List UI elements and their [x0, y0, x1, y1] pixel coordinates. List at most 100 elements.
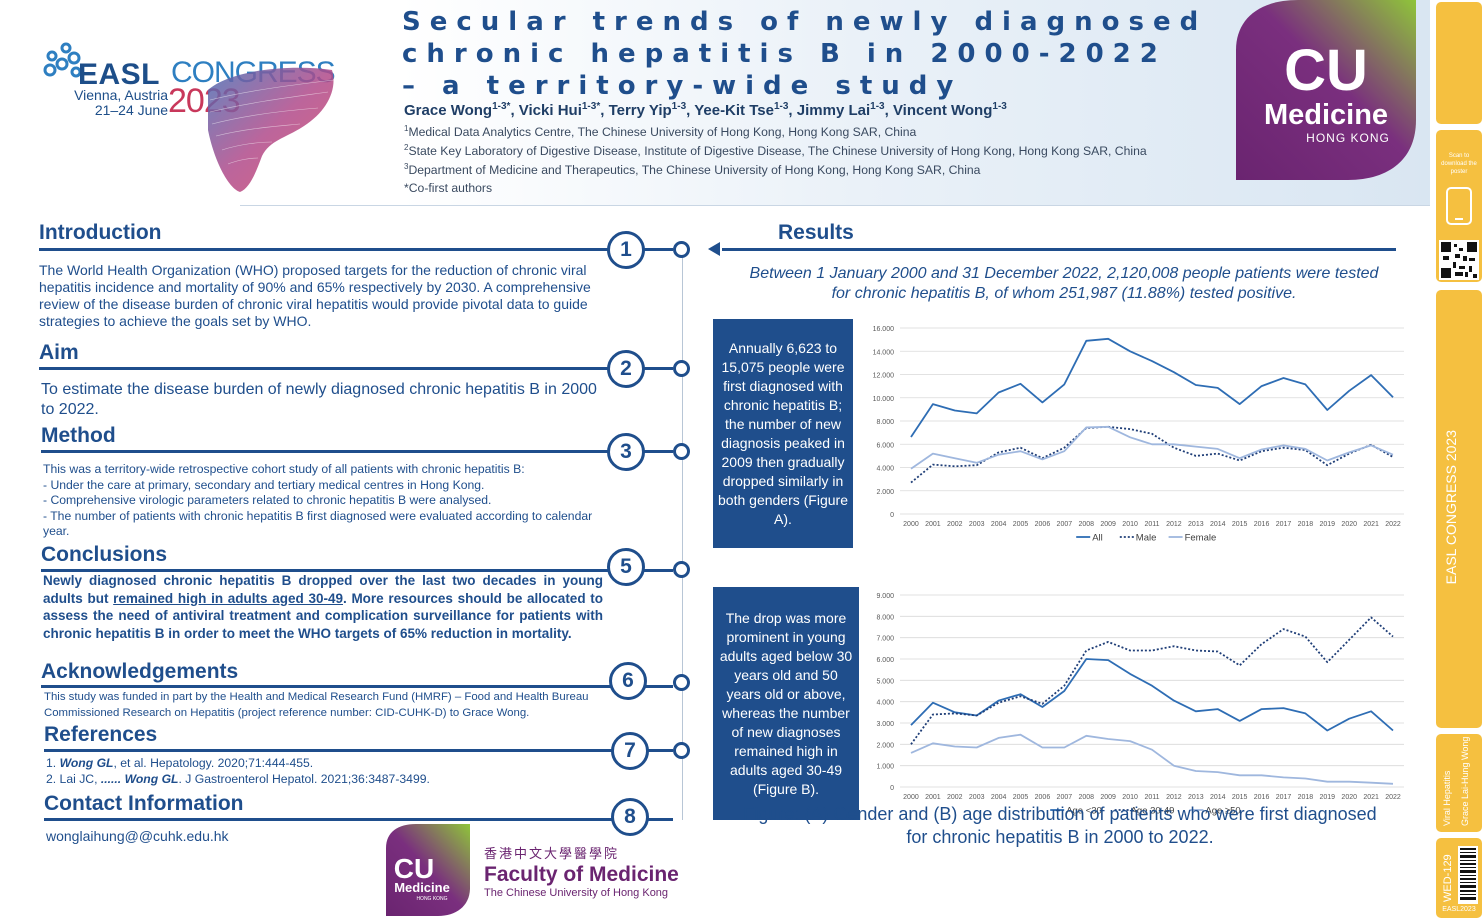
x-tick-label: 2018 [1298, 794, 1314, 801]
author-list: Grace Wong1-3*, Vicki Hui1-3*, Terry Yip… [404, 101, 1007, 119]
scan-download-panel: Scan to download the poster [1436, 130, 1482, 282]
contact-email[interactable]: wonglaihung@@cuhk.edu.hk [46, 828, 229, 844]
poster-sidebar-badge [1436, 2, 1482, 124]
results-arrow-icon [708, 242, 720, 256]
y-tick-label: 5.000 [876, 678, 894, 685]
x-tick-label: 2021 [1363, 521, 1379, 528]
easl-wordmark: EASL [78, 58, 161, 91]
section-number-2: 2 [607, 350, 645, 388]
section-number-3: 3 [607, 433, 645, 471]
method-heading: Method [41, 424, 116, 447]
author-name: Terry Yip [608, 102, 672, 119]
x-tick-label: 2007 [1057, 794, 1073, 801]
x-tick-label: 2017 [1276, 521, 1292, 528]
easl-city: Vienna, Austria [74, 87, 168, 103]
x-tick-label: 2011 [1144, 521, 1159, 528]
series-line [910, 425, 1394, 484]
easl-location: Vienna, Austria 21–24 June [62, 88, 168, 118]
x-tick-label: 2013 [1188, 521, 1204, 528]
y-tick-label: 9.000 [876, 593, 894, 600]
x-tick-label: 2016 [1254, 794, 1270, 801]
timeline-line [682, 250, 683, 820]
method-line: - Comprehensive virologic parameters rel… [43, 493, 492, 507]
x-tick-label: 2020 [1341, 794, 1357, 801]
x-tick-label: 2014 [1210, 794, 1226, 801]
contact-heading: Contact Information [44, 792, 244, 815]
poster-code-panel: WED-129 EASL2023 [1436, 838, 1482, 918]
x-tick-label: 2006 [1035, 794, 1051, 801]
timeline-node [673, 360, 690, 377]
y-tick-label: 8.000 [876, 419, 894, 426]
phone-icon [1446, 187, 1472, 225]
title-line-3: – a territory-wide study [402, 71, 963, 101]
introduction-rule [39, 248, 673, 251]
figure-caption: Figure: (A) Gender and (B) age distribut… [743, 804, 1377, 847]
acknowledgements-rule [41, 685, 673, 688]
x-tick-label: 2016 [1254, 521, 1270, 528]
method-rule [41, 450, 673, 453]
timeline-node [673, 674, 690, 691]
references-list: 1. Wong GL, et al. Hepatology. 2020;71:4… [46, 756, 606, 787]
y-tick-label: 4.000 [876, 466, 894, 473]
x-tick-label: 2006 [1035, 521, 1051, 528]
legend-label: All [1092, 533, 1103, 544]
author-name: Vincent Wong [892, 102, 993, 119]
y-tick-label: 8.000 [876, 614, 894, 621]
results-heading: Results [778, 221, 854, 244]
easl-hexagon-icon [43, 42, 82, 78]
y-tick-label: 0 [890, 512, 894, 519]
x-tick-label: 2019 [1320, 521, 1336, 528]
x-tick-label: 2000 [903, 521, 919, 528]
poster-code: WED-129 [1442, 854, 1454, 902]
x-tick-label: 2017 [1276, 794, 1292, 801]
section-number-7: 7 [611, 732, 649, 770]
finding-box-a: Annually 6,623 to 15,075 people were fir… [713, 319, 853, 548]
x-tick-label: 2012 [1166, 521, 1182, 528]
aim-rule [39, 367, 673, 370]
qr-code-icon[interactable] [1439, 240, 1479, 280]
tags-panel: Viral Hepatitis Grace Lai-Hung Wong [1436, 734, 1482, 832]
author-name: Vicki Hui [518, 102, 582, 119]
author-affiliation: 1-3 [992, 101, 1007, 112]
y-tick-label: 7.000 [876, 636, 894, 643]
author-affiliation: 1-3 [671, 101, 687, 112]
fm-name: Faculty of Medicine [484, 863, 679, 886]
x-tick-label: 2022 [1385, 794, 1401, 801]
x-tick-label: 2000 [903, 794, 919, 801]
x-tick-label: 2013 [1188, 794, 1204, 801]
faculty-of-medicine-logo: CU Medicine HONG KONG 香港中文大學醫學院 Faculty … [386, 824, 679, 916]
congress-panel: EASL CONGRESS 2023 [1436, 290, 1482, 728]
method-line: - Under the care at primary, secondary a… [43, 477, 485, 492]
method-line: - The number of patients with chronic he… [43, 508, 593, 539]
series-line [910, 425, 1394, 470]
title-line-1: Secular trends of newly diagnosed [402, 7, 1208, 37]
section-number-6: 6 [609, 662, 647, 700]
method-text: This was a territory-wide retrospective … [43, 462, 603, 540]
affiliation-1: 1Medical Data Analytics Centre, The Chin… [404, 124, 917, 140]
cu-medicine-logo: CU Medicine HONG KONG [1236, 0, 1416, 180]
conclusions-highlight: remained high in adults aged 30-49 [113, 590, 343, 606]
title-line-2: chronic hepatitis B in 2000-2022 [402, 39, 1167, 69]
x-tick-label: 2008 [1078, 521, 1094, 528]
legend-label: Female [1185, 533, 1217, 544]
x-tick-label: 2019 [1320, 794, 1336, 801]
x-tick-label: 2004 [991, 794, 1007, 801]
sidebar-congress-text: EASL CONGRESS 2023 [1443, 430, 1459, 585]
method-line: This was a territory-wide retrospective … [43, 462, 525, 476]
finding-b-text: The drop was more prominent in young adu… [719, 609, 853, 797]
scan-text: Scan to download the poster [1441, 153, 1477, 175]
chart-a-gender: 0 2.000 4.000 6.000 8.000 10.000 12.000 14.000 1… [873, 326, 1404, 544]
section-number-8: 8 [611, 798, 649, 836]
easl-dates: 21–24 June [94, 102, 168, 118]
x-tick-label: 2022 [1385, 521, 1401, 528]
x-tick-label: 2003 [969, 794, 985, 801]
finding-box-b: The drop was more prominent in young adu… [713, 587, 859, 820]
x-tick-label: 2002 [947, 521, 963, 528]
author-name: Jimmy Lai [796, 102, 871, 119]
x-tick-label: 2007 [1057, 521, 1073, 528]
chart-b-age: 0 1.000 2.000 3.000 4.000 5.000 6.000 7.000 8.00… [876, 593, 1404, 817]
acknowledgements-text: This study was funded in part by the Hea… [44, 691, 589, 719]
x-tick-label: 2010 [1122, 794, 1138, 801]
conclusions-rule [41, 569, 673, 572]
series-line [910, 337, 1394, 438]
